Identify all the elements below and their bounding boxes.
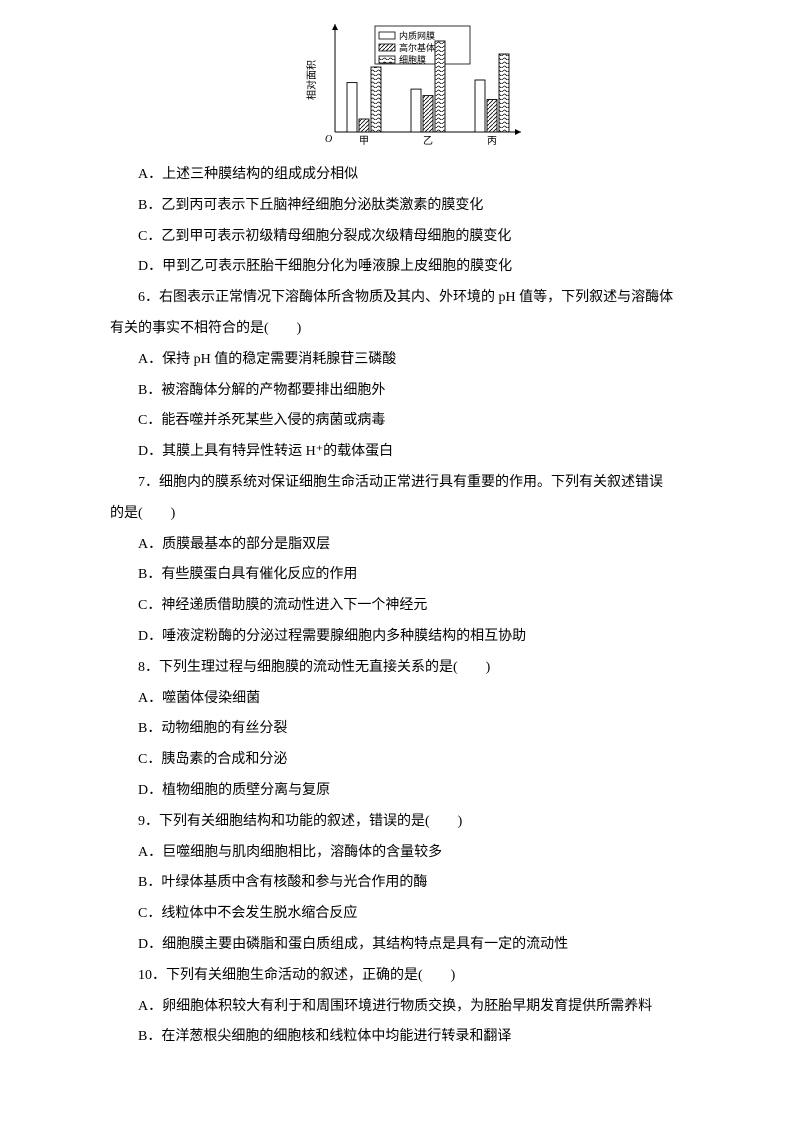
q6-option-d: D．其膜上具有特异性转运 H⁺的载体蛋白 (110, 437, 720, 468)
q10-intro: 10．下列有关细胞生命活动的叙述，正确的是( ) (110, 961, 720, 992)
q5-option-a: A．上述三种膜结构的组成成分相似 (110, 160, 720, 191)
q9-option-a: A．巨噬细胞与肌肉细胞相比，溶酶体的含量较多 (110, 838, 720, 869)
q8-option-d: D．植物细胞的质壁分离与复原 (110, 776, 720, 807)
q7-option-c: C．神经递质借助膜的流动性进入下一个神经元 (110, 591, 720, 622)
q10-option-b: B．在洋葱根尖细胞的细胞核和线粒体中均能进行转录和翻译 (110, 1022, 720, 1053)
svg-text:甲: 甲 (359, 136, 369, 147)
svg-text:细胞膜: 细胞膜 (399, 54, 426, 65)
q7-option-a: A．质膜最基本的部分是脂双层 (110, 530, 720, 561)
q5-option-c: C．乙到甲可表示初级精母细胞分裂成次级精母细胞的膜变化 (110, 222, 720, 253)
q5-option-b: B．乙到丙可表示下丘脑神经细胞分泌肽类激素的膜变化 (110, 191, 720, 222)
q6-option-b: B．被溶酶体分解的产物都要排出细胞外 (110, 376, 720, 407)
q7-option-b: B．有些膜蛋白具有催化反应的作用 (110, 560, 720, 591)
q9-intro: 9．下列有关细胞结构和功能的叙述，错误的是( ) (110, 807, 720, 838)
q7-option-d: D．唾液淀粉酶的分泌过程需要腺细胞内多种膜结构的相互协助 (110, 622, 720, 653)
q6-option-a: A．保持 pH 值的稳定需要消耗腺苷三磷酸 (110, 345, 720, 376)
q9-option-b: B．叶绿体基质中含有核酸和参与光合作用的酶 (110, 868, 720, 899)
svg-text:丙: 丙 (487, 136, 497, 147)
q7-intro-line1: 7．细胞内的膜系统对保证细胞生命活动正常进行具有重要的作用。下列有关叙述错误 (110, 468, 720, 499)
q7-intro-line2: 的是( ) (110, 499, 720, 530)
bar-chart: 相对面积O内质网膜高尔基体膜细胞膜甲乙丙 (305, 20, 525, 150)
svg-text:乙: 乙 (423, 135, 433, 147)
q9-option-d: D．细胞膜主要由磷脂和蛋白质组成，其结构特点是具有一定的流动性 (110, 930, 720, 961)
q8-intro: 8．下列生理过程与细胞膜的流动性无直接关系的是( ) (110, 653, 720, 684)
svg-text:内质网膜: 内质网膜 (399, 30, 435, 41)
page-root: 相对面积O内质网膜高尔基体膜细胞膜甲乙丙 A．上述三种膜结构的组成成分相似 B．… (0, 0, 800, 1093)
q10-option-a: A．卵细胞体积较大有利于和周围环境进行物质交换，为胚胎早期发育提供所需养料 (110, 992, 720, 1023)
q6-option-c: C．能吞噬并杀死某些入侵的病菌或病毒 (110, 406, 720, 437)
q5-option-d: D．甲到乙可表示胚胎干细胞分化为唾液腺上皮细胞的膜变化 (110, 252, 720, 283)
chart-container: 相对面积O内质网膜高尔基体膜细胞膜甲乙丙 (110, 20, 720, 150)
svg-text:O: O (325, 134, 332, 145)
svg-text:相对面积: 相对面积 (305, 60, 318, 100)
q6-intro-line1: 6．右图表示正常情况下溶酶体所含物质及其内、外环境的 pH 值等，下列叙述与溶酶… (110, 283, 720, 314)
q8-option-b: B．动物细胞的有丝分裂 (110, 714, 720, 745)
q8-option-a: A．噬菌体侵染细菌 (110, 684, 720, 715)
q6-intro-line2: 有关的事实不相符合的是( ) (110, 314, 720, 345)
q9-option-c: C．线粒体中不会发生脱水缩合反应 (110, 899, 720, 930)
q8-option-c: C．胰岛素的合成和分泌 (110, 745, 720, 776)
